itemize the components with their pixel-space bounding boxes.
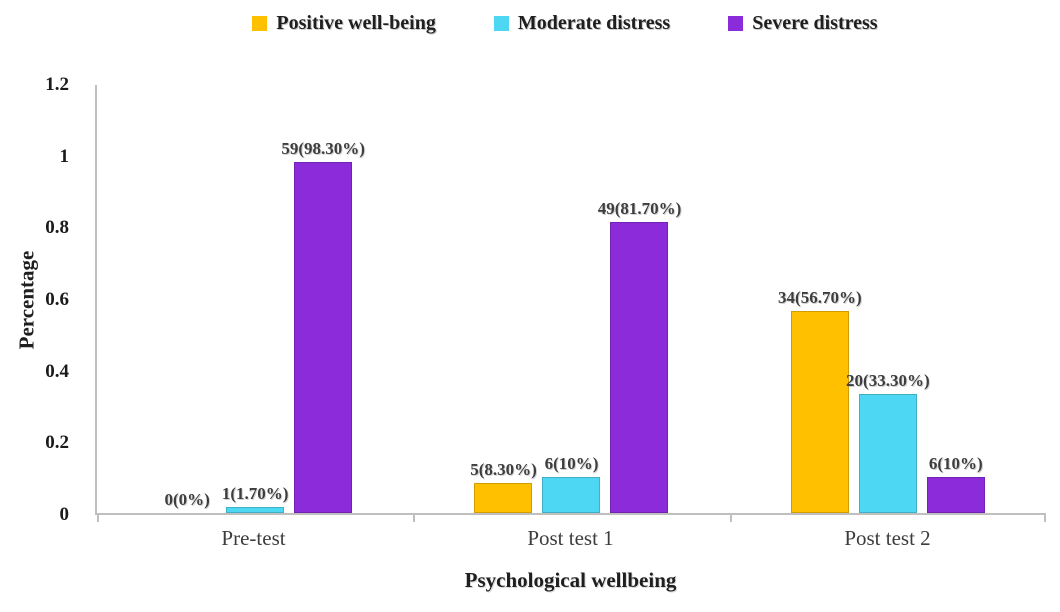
- legend-swatch-severe-icon: [728, 16, 744, 31]
- bar-wrap: 5(8.30%): [470, 85, 537, 513]
- legend-swatch-moderate-icon: [493, 16, 509, 31]
- bar-data-label: 5(8.30%): [470, 460, 537, 480]
- bar-wrap: 49(81.70%): [598, 85, 681, 513]
- bar-group-pre-test: 0(0%) 1(1.70%) 59(98.30%): [97, 85, 413, 522]
- x-axis-tick-mark: [1043, 513, 1046, 522]
- bar-wrap: 59(98.30%): [281, 85, 365, 513]
- bar-wrap: 20(33.30%): [846, 85, 930, 513]
- y-axis-tick-labels: 1.2 1 0.8 0.6 0.4 0.2 0: [0, 75, 83, 525]
- bar-positive-post-test-2: [790, 310, 849, 513]
- plot-area: 0(0%) 1(1.70%) 59(98.30%) 5(8.30%) 6(10%…: [95, 85, 1046, 522]
- bar-severe-post-test-1: [610, 221, 669, 513]
- legend-item-moderate-distress: Moderate distress: [493, 12, 671, 35]
- legend-label: Positive well-being: [276, 12, 436, 34]
- bar-wrap: 6(10%): [542, 85, 601, 513]
- bar-data-label: 49(81.70%): [597, 198, 682, 218]
- x-axis-tick-labels: Pre-test Post test 1 Post test 2: [95, 526, 1046, 551]
- x-tick-label-post-test-2: Post test 2: [844, 526, 931, 550]
- legend-item-severe-distress: Severe distress: [728, 12, 878, 35]
- bar-moderate-post-test-2: [858, 394, 917, 513]
- bar-data-label: 59(98.30%): [281, 139, 365, 159]
- y-tick-label: 1: [59, 145, 70, 167]
- bar-wrap: 34(56.70%): [778, 85, 862, 513]
- bar-group-post-test-2: 34(56.70%) 20(33.30%) 6(10%): [729, 85, 1046, 522]
- y-tick-label: 0.6: [45, 288, 69, 310]
- legend-swatch-positive-icon: [252, 16, 268, 31]
- y-tick-label: 1.2: [45, 74, 69, 95]
- x-tick-label-pre-test: Pre-test: [221, 526, 286, 550]
- legend-label: Moderate distress: [517, 12, 671, 34]
- bar-moderate-pre-test: [226, 506, 285, 513]
- x-axis-title: Psychological wellbeing: [464, 568, 677, 592]
- bar-wrap: 6(10%): [926, 85, 985, 513]
- bar-group-post-test-1: 5(8.30%) 6(10%) 49(81.70%): [413, 85, 729, 522]
- legend-item-positive-well-being: Positive well-being: [252, 12, 436, 35]
- y-tick-label: 0.2: [45, 432, 69, 454]
- legend-label: Severe distress: [752, 12, 878, 34]
- bar-data-label: 20(33.30%): [846, 371, 930, 391]
- bar-positive-post-test-1: [474, 483, 533, 513]
- chart-legend: Positive well-being Moderate distress Se…: [110, 12, 1020, 35]
- y-tick-label: 0.8: [45, 217, 69, 239]
- bar-data-label: 6(10%): [928, 454, 983, 474]
- x-axis-tick-mark: [97, 513, 99, 522]
- bar-data-label: 6(10%): [544, 454, 599, 474]
- x-tick-label-post-test-1: Post test 1: [527, 526, 614, 550]
- bar-data-label: 1(1.70%): [221, 483, 289, 503]
- bar-severe-post-test-2: [926, 477, 985, 513]
- bar-moderate-post-test-1: [542, 477, 601, 513]
- bar-severe-pre-test: [294, 162, 353, 513]
- y-tick-label: 0.4: [45, 360, 69, 382]
- bar-wrap: 0(0%): [158, 85, 216, 513]
- bar-data-label: 0(0%): [164, 490, 210, 509]
- x-axis-tick-mark: [729, 513, 732, 522]
- bar-data-label: 34(56.70%): [778, 287, 862, 307]
- y-tick-label: 0: [59, 503, 70, 525]
- bar-wrap: 1(1.70%): [222, 85, 288, 513]
- x-axis-tick-mark: [413, 513, 416, 522]
